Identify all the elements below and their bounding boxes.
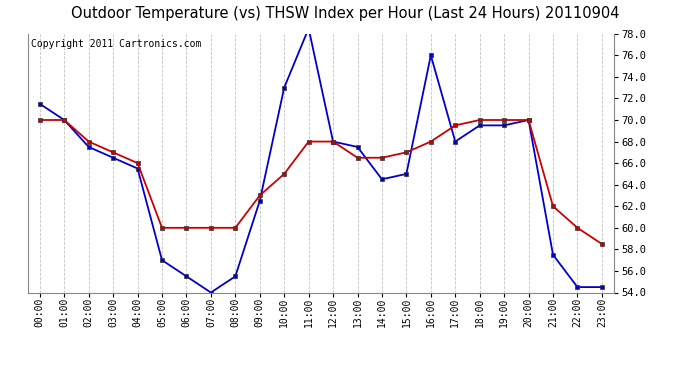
Text: Outdoor Temperature (vs) THSW Index per Hour (Last 24 Hours) 20110904: Outdoor Temperature (vs) THSW Index per … [71, 6, 619, 21]
Text: Copyright 2011 Cartronics.com: Copyright 2011 Cartronics.com [30, 39, 201, 49]
